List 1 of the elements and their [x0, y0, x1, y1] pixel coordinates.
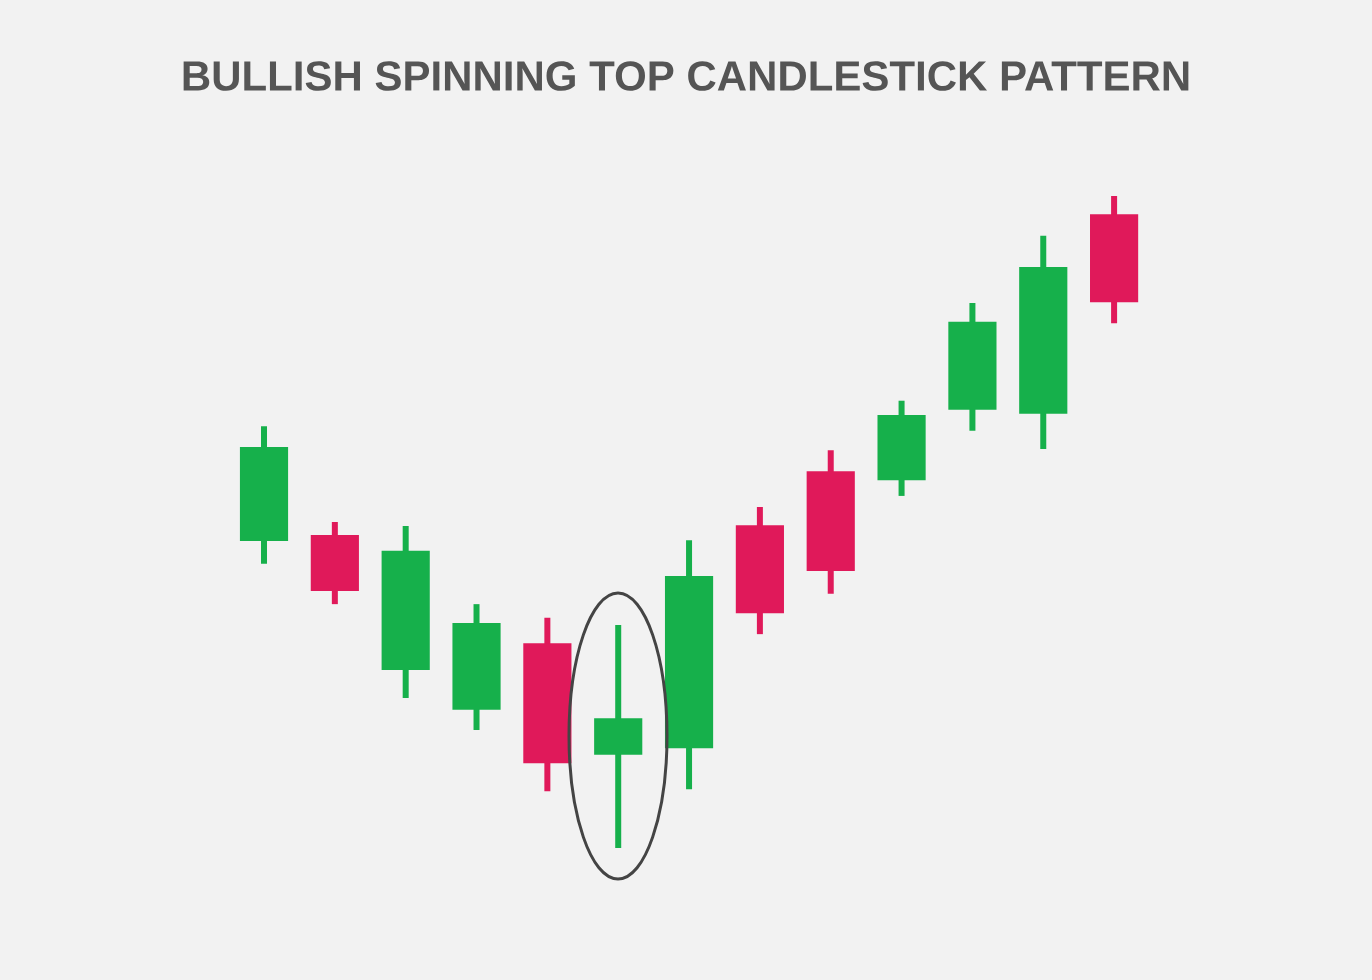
chart-title: BULLISH SPINNING TOP CANDLESTICK PATTERN [183, 61, 1189, 91]
